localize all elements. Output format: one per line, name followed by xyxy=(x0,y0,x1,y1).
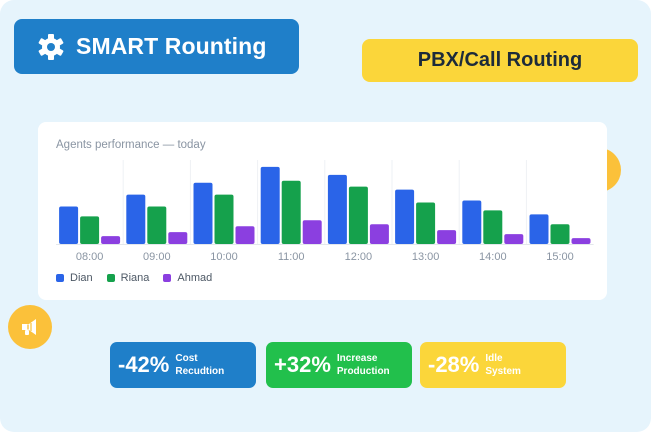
bar-dian-0800 xyxy=(59,206,79,244)
chart-card: Agents performance — today 08:00 09:00 10:… xyxy=(38,122,607,300)
stat-value: -42% xyxy=(118,352,170,377)
stat-increase-production: +32% Increase Production xyxy=(266,342,412,388)
bar-dian-1200 xyxy=(327,174,347,244)
bar-dian-1400 xyxy=(462,200,482,244)
x-tick-label: 15:00 xyxy=(546,251,574,263)
bar-dian-1300 xyxy=(395,189,415,244)
bar-riana-1100 xyxy=(281,180,301,244)
title-badge: SMART Rounting xyxy=(14,19,299,74)
x-tick-label: 11:00 xyxy=(278,251,305,263)
stat-label-line1: Idle xyxy=(485,353,503,364)
bar-riana-1400 xyxy=(483,210,503,244)
x-tick-label: 14:00 xyxy=(479,251,507,263)
legend-swatch-ahmad xyxy=(163,274,172,282)
bar-dian-0900 xyxy=(126,194,146,244)
bar-riana-0800 xyxy=(80,216,100,244)
bar-ahmad-1000 xyxy=(235,226,255,244)
chart-title: Agents performance — today xyxy=(56,139,206,151)
chart-legend: Dian Riana Ahmad xyxy=(56,272,226,284)
legend-swatch-dian xyxy=(56,274,64,282)
bar-ahmad-0800 xyxy=(101,236,121,244)
stat-label: Increase Production xyxy=(337,352,390,378)
bar-ahmad-1200 xyxy=(369,224,389,244)
legend-label-dian: Dian xyxy=(70,272,93,284)
x-tick-label: 08:00 xyxy=(76,251,104,263)
stat-value: -28% xyxy=(428,352,480,377)
x-tick-label: 10:00 xyxy=(210,251,238,263)
bar-ahmad-0900 xyxy=(168,232,188,244)
bar-chart: 08:00 09:00 10:00 11:00 12:00 13:00 14:00 15:00 xyxy=(56,160,594,263)
x-tick-label: 12:00 xyxy=(345,251,373,263)
legend-item-ahmad: Ahmad xyxy=(163,272,212,284)
legend-label-ahmad: Ahmad xyxy=(177,272,213,284)
legend-item-riana: Riana xyxy=(106,272,150,284)
stat-label-line2: System xyxy=(485,366,521,377)
bar-ahmad-1300 xyxy=(437,230,457,244)
x-tick-label: 13:00 xyxy=(412,251,440,263)
legend-swatch-riana xyxy=(106,274,115,282)
megaphone-badge-left xyxy=(8,305,52,349)
bar-riana-1300 xyxy=(416,202,436,244)
gear-icon xyxy=(36,32,66,62)
stat-value: +32% xyxy=(274,352,331,377)
bar-ahmad-1500 xyxy=(571,238,591,244)
x-tick-label: 09:00 xyxy=(143,251,171,263)
pbx-tag: PBX/Call Routing xyxy=(362,39,638,82)
stat-label: Idle System xyxy=(485,352,521,378)
legend-label-riana: Riana xyxy=(120,272,150,284)
bar-riana-1200 xyxy=(348,186,368,244)
stat-cost-reduction: -42% Cost Recudtion xyxy=(110,342,256,388)
page-title: SMART Rounting xyxy=(76,33,267,59)
bar-dian-1100 xyxy=(260,166,280,244)
stat-label-line2: Recudtion xyxy=(175,366,225,377)
stat-label: Cost Recudtion xyxy=(175,352,224,378)
bar-riana-1500 xyxy=(550,224,570,244)
megaphone-icon xyxy=(22,319,36,335)
stat-label-line1: Increase xyxy=(336,353,378,364)
stat-label-line1: Cost xyxy=(175,353,198,364)
stat-label-line2: Production xyxy=(336,366,390,377)
bar-ahmad-1400 xyxy=(504,234,524,244)
bar-dian-1500 xyxy=(529,214,549,244)
legend-item-dian: Dian xyxy=(56,272,93,284)
bar-ahmad-1100 xyxy=(302,220,322,244)
stat-idle-system: -28% Idle System xyxy=(420,342,566,388)
bar-riana-1000 xyxy=(214,194,234,244)
bar-riana-0900 xyxy=(147,206,167,244)
bar-dian-1000 xyxy=(193,182,213,244)
